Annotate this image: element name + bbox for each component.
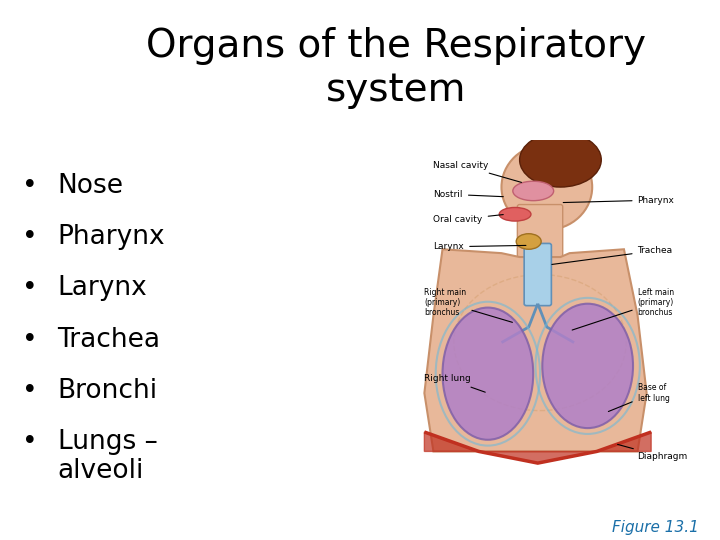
- Ellipse shape: [443, 308, 534, 440]
- Text: Figure 13.1: Figure 13.1: [611, 519, 698, 535]
- Text: Lungs –
alveoli: Lungs – alveoli: [58, 429, 158, 484]
- Text: Right main
(primary)
bronchus: Right main (primary) bronchus: [424, 288, 513, 322]
- Ellipse shape: [542, 303, 633, 428]
- Text: Nasal cavity: Nasal cavity: [433, 160, 521, 183]
- Text: Diaphragm: Diaphragm: [618, 444, 688, 461]
- Ellipse shape: [501, 144, 593, 230]
- Text: Base of
left lung: Base of left lung: [608, 383, 670, 411]
- Text: Larynx: Larynx: [58, 275, 148, 301]
- FancyBboxPatch shape: [524, 244, 552, 306]
- Text: Bronchi: Bronchi: [58, 378, 158, 404]
- Text: •: •: [22, 173, 37, 199]
- Text: Trachea: Trachea: [58, 327, 161, 353]
- Polygon shape: [424, 432, 651, 463]
- Text: •: •: [22, 327, 37, 353]
- Text: •: •: [22, 224, 37, 250]
- Text: •: •: [22, 275, 37, 301]
- Text: Right lung: Right lung: [424, 374, 485, 392]
- Text: Pharynx: Pharynx: [563, 195, 675, 205]
- Ellipse shape: [499, 207, 531, 221]
- Ellipse shape: [516, 234, 541, 249]
- Text: Nose: Nose: [58, 173, 124, 199]
- Ellipse shape: [520, 133, 601, 187]
- PathPatch shape: [424, 249, 647, 451]
- Text: Organs of the Respiratory
system: Organs of the Respiratory system: [146, 27, 646, 109]
- Text: Trachea: Trachea: [552, 246, 672, 265]
- Text: Larynx: Larynx: [433, 242, 526, 251]
- Text: Pharynx: Pharynx: [58, 224, 165, 250]
- Text: •: •: [22, 429, 37, 455]
- Text: Oral cavity: Oral cavity: [433, 214, 503, 224]
- Ellipse shape: [513, 181, 554, 201]
- Text: Nostril: Nostril: [433, 190, 503, 199]
- Text: •: •: [22, 378, 37, 404]
- Text: Left main
(primary)
bronchus: Left main (primary) bronchus: [572, 288, 674, 330]
- FancyBboxPatch shape: [518, 205, 563, 259]
